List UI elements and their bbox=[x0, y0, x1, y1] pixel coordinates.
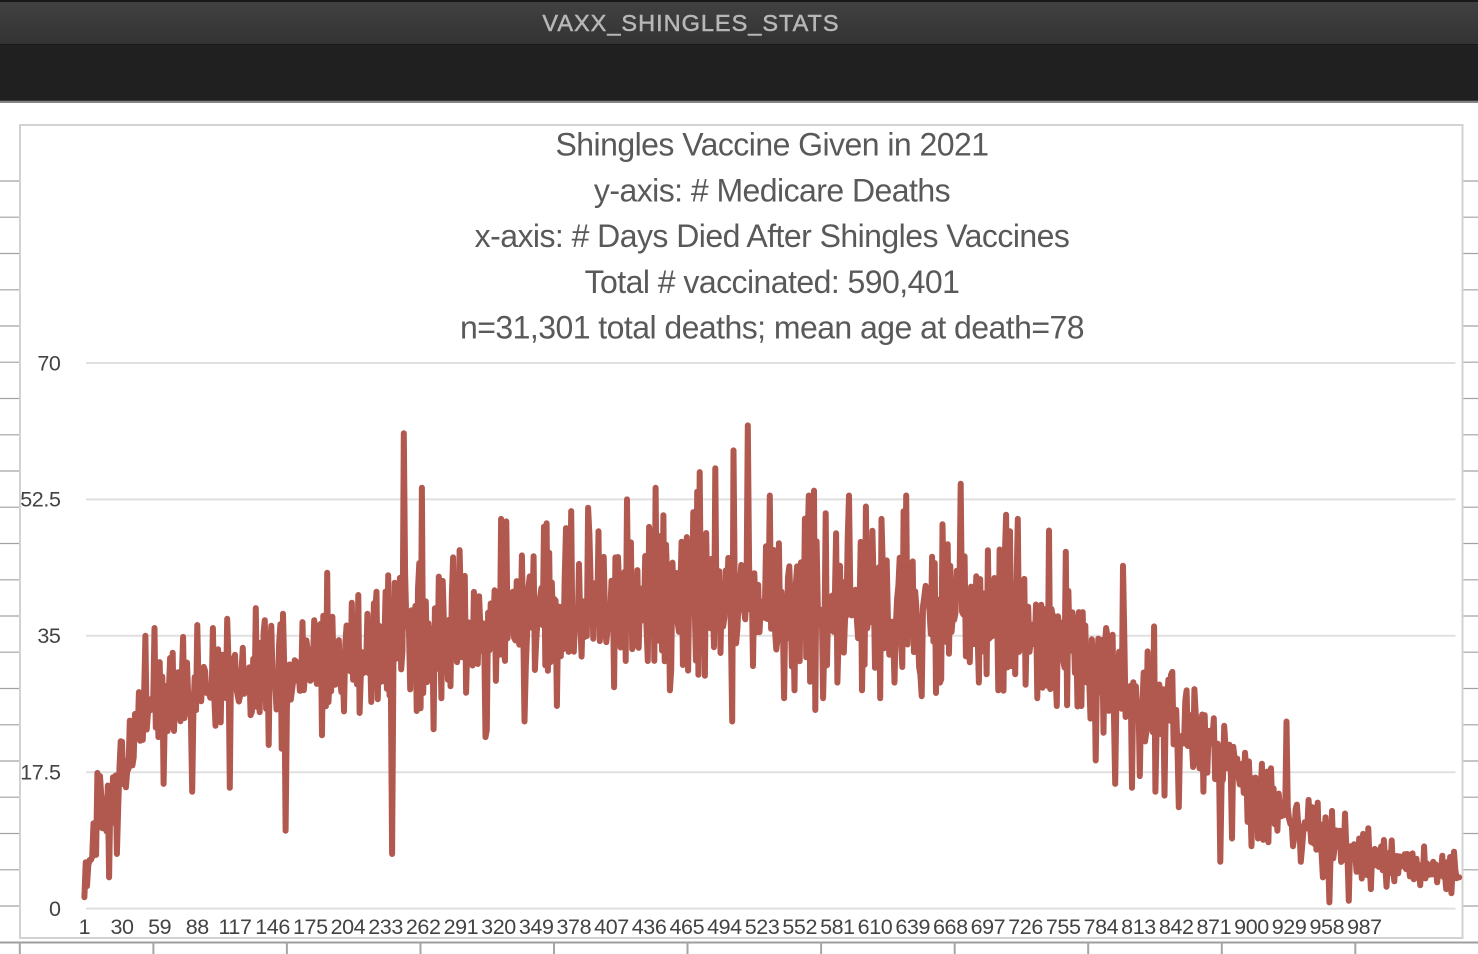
svg-text:407: 407 bbox=[594, 915, 629, 939]
svg-text:523: 523 bbox=[745, 915, 780, 939]
svg-text:697: 697 bbox=[971, 915, 1006, 939]
svg-text:Total # vaccinated: 590,401: Total # vaccinated: 590,401 bbox=[585, 264, 960, 300]
svg-text:233: 233 bbox=[368, 915, 403, 939]
svg-text:52.5: 52.5 bbox=[20, 488, 61, 512]
svg-text:88: 88 bbox=[186, 915, 210, 939]
svg-text:987: 987 bbox=[1347, 915, 1382, 939]
svg-text:17.5: 17.5 bbox=[20, 761, 61, 785]
svg-text:755: 755 bbox=[1046, 915, 1081, 939]
svg-text:842: 842 bbox=[1159, 915, 1194, 939]
svg-text:35: 35 bbox=[37, 624, 61, 648]
svg-text:x-axis: # Days Died After Shin: x-axis: # Days Died After Shingles Vacci… bbox=[475, 218, 1070, 254]
svg-text:320: 320 bbox=[481, 915, 516, 939]
svg-text:204: 204 bbox=[331, 915, 366, 939]
svg-text:958: 958 bbox=[1309, 915, 1344, 939]
svg-text:30: 30 bbox=[110, 915, 134, 939]
svg-text:349: 349 bbox=[519, 915, 554, 939]
svg-text:y-axis: # Medicare Deaths: y-axis: # Medicare Deaths bbox=[594, 172, 950, 208]
svg-text:262: 262 bbox=[406, 915, 441, 939]
svg-text:552: 552 bbox=[782, 915, 817, 939]
svg-text:1: 1 bbox=[79, 915, 91, 939]
svg-text:0: 0 bbox=[49, 897, 61, 921]
svg-text:929: 929 bbox=[1272, 915, 1307, 939]
svg-text:436: 436 bbox=[632, 915, 667, 939]
svg-text:813: 813 bbox=[1121, 915, 1156, 939]
svg-text:494: 494 bbox=[707, 915, 742, 939]
svg-text:Shingles Vaccine Given in 2021: Shingles Vaccine Given in 2021 bbox=[556, 127, 989, 163]
svg-text:784: 784 bbox=[1084, 915, 1119, 939]
svg-text:871: 871 bbox=[1196, 915, 1231, 939]
svg-text:n=31,301 total deaths; mean ag: n=31,301 total deaths; mean age at death… bbox=[460, 310, 1084, 346]
svg-text:59: 59 bbox=[148, 915, 171, 939]
svg-text:668: 668 bbox=[933, 915, 968, 939]
svg-text:146: 146 bbox=[255, 915, 290, 939]
svg-text:610: 610 bbox=[858, 915, 893, 939]
svg-text:70: 70 bbox=[37, 351, 61, 375]
svg-text:726: 726 bbox=[1008, 915, 1043, 939]
svg-text:378: 378 bbox=[556, 915, 591, 939]
svg-text:291: 291 bbox=[444, 915, 479, 939]
svg-text:581: 581 bbox=[820, 915, 855, 939]
svg-text:175: 175 bbox=[293, 915, 328, 939]
svg-text:639: 639 bbox=[895, 915, 930, 939]
svg-text:117: 117 bbox=[218, 915, 251, 939]
svg-text:465: 465 bbox=[669, 915, 704, 939]
svg-text:900: 900 bbox=[1234, 915, 1269, 939]
